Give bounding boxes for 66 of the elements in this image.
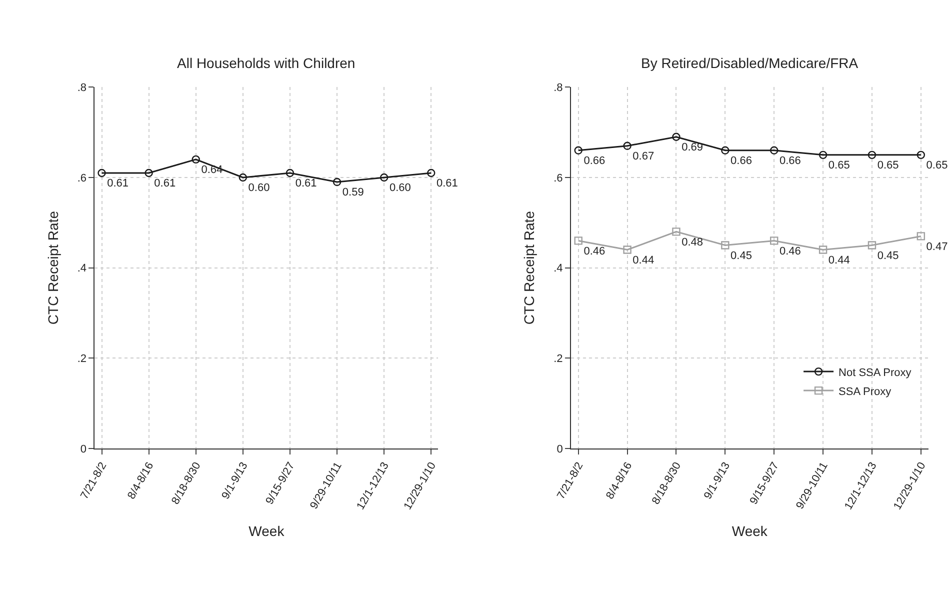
point bbox=[721, 146, 730, 155]
point bbox=[868, 241, 876, 250]
data-label: 0.60 bbox=[248, 182, 270, 194]
point bbox=[672, 132, 680, 141]
data-label: 0.61 bbox=[295, 178, 317, 190]
point bbox=[623, 142, 632, 150]
y-tick-label: 0 bbox=[80, 443, 86, 456]
point bbox=[672, 228, 680, 236]
data-label: 0.66 bbox=[730, 155, 752, 168]
data-label: 0.45 bbox=[877, 250, 899, 262]
point bbox=[192, 155, 200, 164]
data-label: 0.61 bbox=[154, 178, 176, 190]
data-label: 0.64 bbox=[201, 164, 223, 176]
point bbox=[818, 150, 828, 160]
data-label: 0.61 bbox=[436, 178, 458, 190]
data-label: 0.44 bbox=[828, 254, 850, 266]
point bbox=[770, 236, 778, 245]
data-label: 0.61 bbox=[107, 178, 129, 190]
data-label: 0.69 bbox=[682, 141, 704, 154]
y-tick-label: .6 bbox=[77, 172, 86, 184]
data-label: 0.47 bbox=[926, 240, 948, 253]
point bbox=[916, 232, 926, 240]
data-label: 0.65 bbox=[926, 160, 948, 172]
point bbox=[144, 168, 153, 178]
chart-title: By Retired/Disabled/Medicare/FRA bbox=[641, 55, 859, 71]
data-label: 0.67 bbox=[632, 150, 654, 163]
point bbox=[916, 150, 926, 160]
y-tick-label: 0 bbox=[556, 443, 563, 456]
y-tick-label: .8 bbox=[77, 82, 86, 94]
point bbox=[427, 168, 436, 178]
y-tick-label: .2 bbox=[554, 352, 563, 365]
point bbox=[574, 236, 582, 245]
data-label: 0.45 bbox=[730, 250, 752, 262]
y-axis-title: CTC Receipt Rate bbox=[44, 210, 61, 325]
data-label: 0.46 bbox=[584, 245, 606, 258]
data-label: 0.60 bbox=[389, 182, 411, 194]
data-label: 0.66 bbox=[779, 155, 801, 168]
data-label: 0.66 bbox=[584, 155, 606, 168]
data-label: 0.59 bbox=[342, 186, 364, 199]
point bbox=[574, 146, 582, 155]
point bbox=[721, 241, 730, 250]
y-axis-title: CTC Receipt Rate bbox=[521, 210, 538, 325]
y-tick-label: .4 bbox=[554, 262, 563, 275]
point bbox=[332, 178, 342, 186]
point bbox=[868, 150, 876, 160]
y-tick-label: .6 bbox=[554, 172, 563, 184]
point bbox=[238, 173, 248, 182]
data-label: 0.65 bbox=[828, 160, 850, 172]
legend-label: SSA Proxy bbox=[838, 386, 892, 398]
y-tick-label: .8 bbox=[554, 82, 563, 94]
point bbox=[286, 168, 294, 178]
point bbox=[623, 246, 632, 254]
point bbox=[380, 173, 388, 182]
y-tick-label: .4 bbox=[77, 262, 86, 275]
point bbox=[770, 146, 778, 155]
point bbox=[98, 168, 106, 178]
data-label: 0.46 bbox=[779, 245, 801, 258]
chart-title: All Households with Children bbox=[177, 55, 356, 71]
point bbox=[818, 246, 828, 254]
x-axis-title: Week bbox=[248, 523, 286, 540]
y-tick-label: .2 bbox=[77, 352, 86, 365]
data-label: 0.65 bbox=[877, 160, 899, 172]
data-label: 0.44 bbox=[632, 254, 654, 266]
legend-label: Not SSA Proxy bbox=[838, 366, 912, 379]
data-label: 0.48 bbox=[682, 236, 704, 248]
x-axis-title: Week bbox=[732, 523, 768, 540]
